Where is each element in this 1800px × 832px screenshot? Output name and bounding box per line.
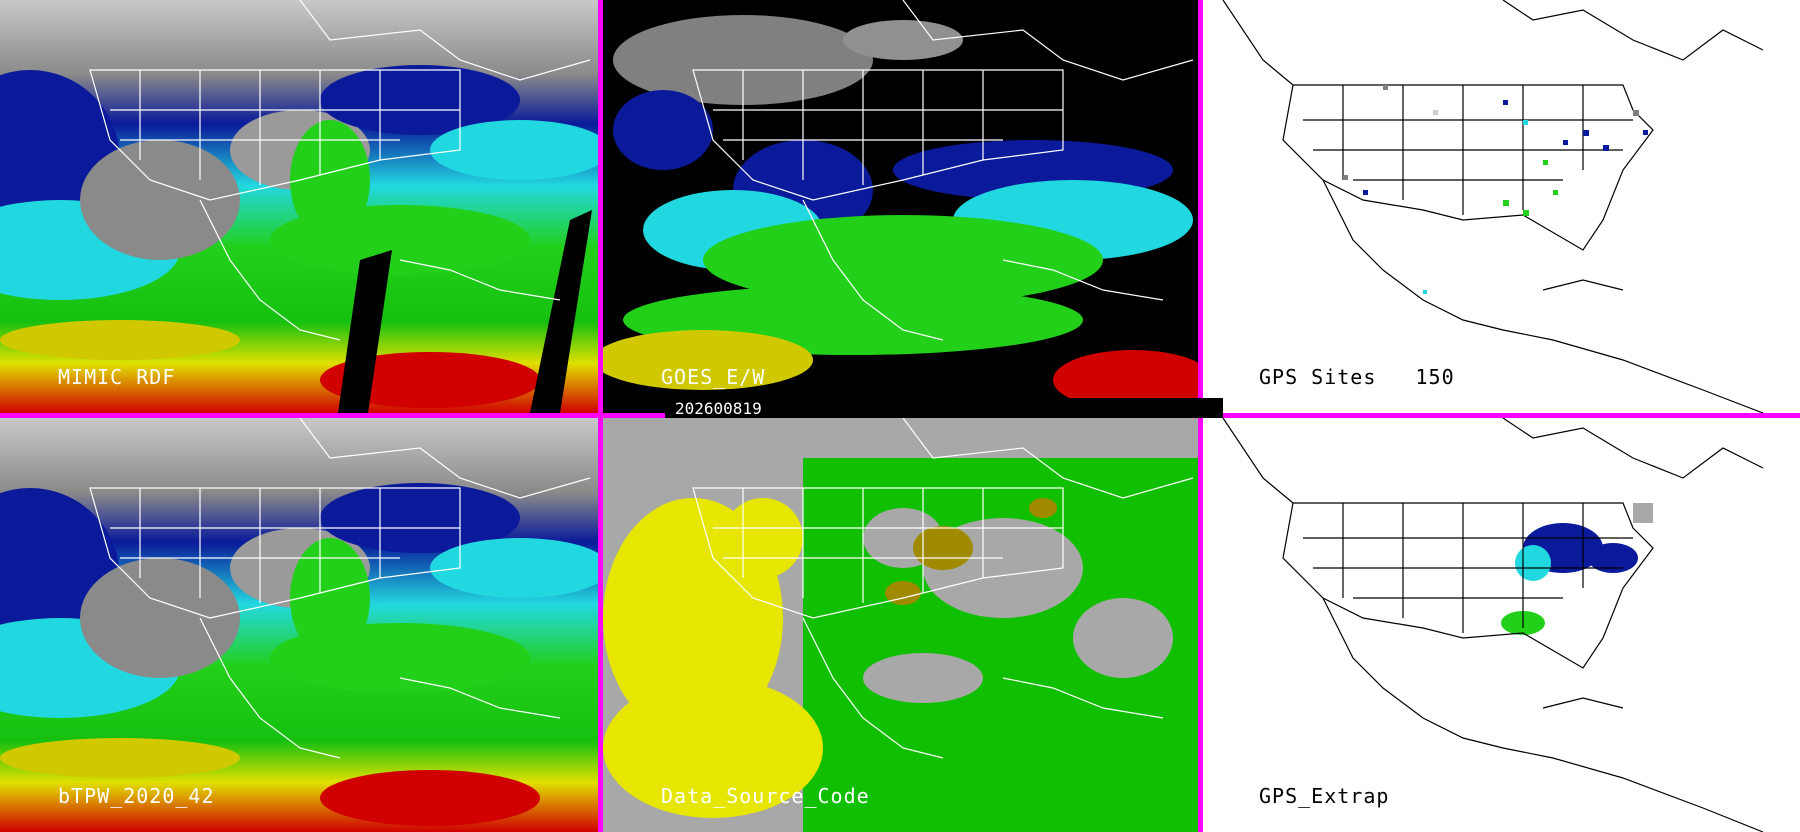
gps-extrap-map bbox=[1203, 418, 1800, 832]
gps-sites-label: GPS Sites bbox=[1259, 365, 1377, 389]
panel-label: GOES_E/W bbox=[661, 365, 766, 389]
date-text: 202600819 bbox=[675, 399, 762, 418]
source-code-map bbox=[603, 418, 1198, 832]
panel-label: bTPW_2020_42 bbox=[58, 784, 215, 808]
gps-sites-map bbox=[1203, 0, 1800, 413]
mimic-rdf-panel: MIMIC RDF bbox=[0, 0, 598, 413]
btpw-panel: bTPW_2020_42 bbox=[0, 418, 598, 832]
source-code-panel: Data_Source_Code bbox=[603, 418, 1198, 832]
gps-site-markers bbox=[1343, 85, 1648, 294]
goes-map bbox=[603, 0, 1198, 413]
gps-sites-count: 150 bbox=[1415, 365, 1455, 389]
gps-extrap-panel: GPS_Extrap bbox=[1203, 418, 1800, 832]
btpw-map bbox=[0, 418, 598, 832]
panel-label: Data_Source_Code bbox=[661, 784, 870, 808]
panel-label: MIMIC RDF bbox=[58, 365, 176, 389]
date-bar: 202600819 bbox=[665, 398, 1223, 418]
panel-label: GPS Sites 150 bbox=[1259, 365, 1455, 389]
panel-label: GPS_Extrap bbox=[1259, 784, 1390, 808]
mimic-rdf-map bbox=[0, 0, 598, 413]
gps-sites-panel: GPS Sites 150 bbox=[1203, 0, 1800, 413]
goes-panel: GOES_E/W bbox=[603, 0, 1198, 413]
